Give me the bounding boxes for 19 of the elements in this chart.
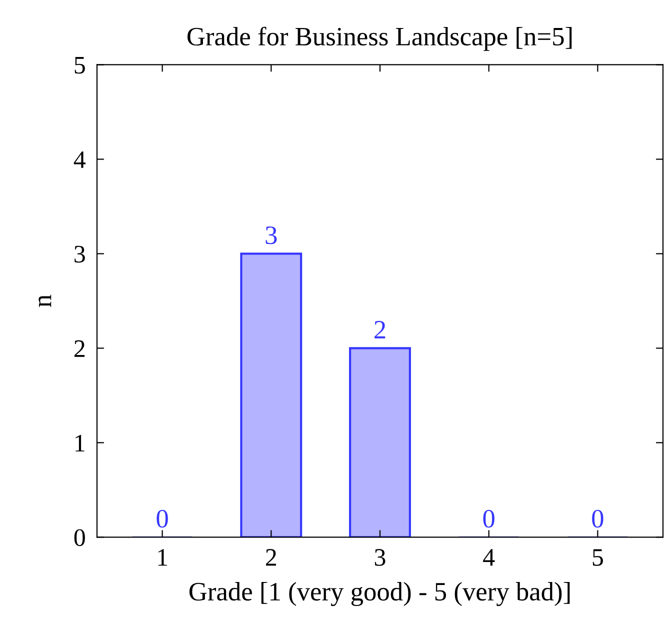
chart-title: Grade for Business Landscape [n=5]: [188, 26, 572, 51]
y-tick-label: 5: [74, 57, 85, 74]
data-label: 0: [483, 510, 494, 528]
y-axis-title: n: [38, 294, 52, 307]
data-label: 0: [156, 510, 168, 528]
y-tick-label: 0: [74, 529, 85, 546]
y-tick-label: 1: [76, 434, 84, 452]
data-label: 2: [374, 320, 386, 338]
data-label: 0: [592, 510, 604, 528]
y-tick-label: 4: [74, 151, 86, 168]
y-tick-label: 2: [74, 340, 85, 357]
x-axis-title: Grade [1 (very good) - 5 (very bad)]: [189, 582, 570, 606]
x-tick-label: 2: [266, 549, 276, 566]
x-tick-label: 5: [592, 549, 603, 566]
x-tick-label: 1: [158, 549, 168, 566]
x-tick-label: 3: [374, 549, 386, 566]
y-tick-label: 3: [74, 246, 85, 263]
data-label: 3: [266, 226, 277, 244]
x-tick-label: 4: [483, 549, 495, 566]
